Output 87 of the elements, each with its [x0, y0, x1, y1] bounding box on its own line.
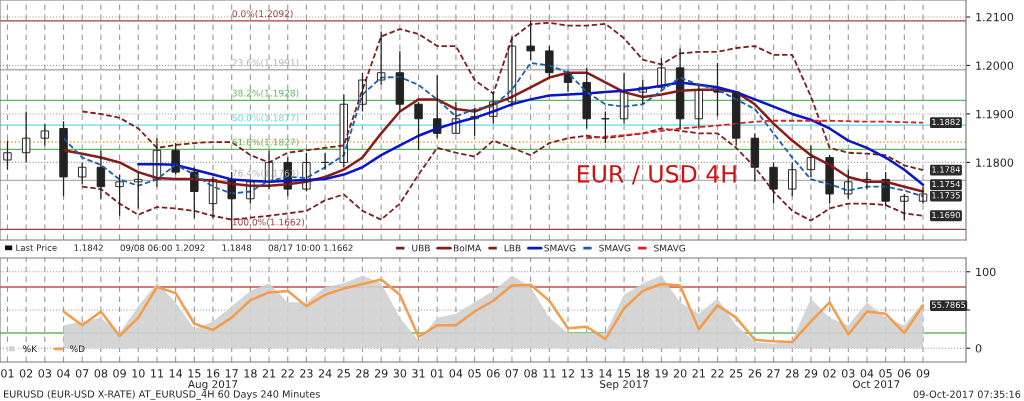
x-tick-label: 09	[916, 369, 930, 378]
text: Aug 2017	[188, 380, 238, 391]
x-tick-label: 23	[300, 369, 313, 378]
x-tick-label: 21	[692, 369, 705, 378]
text: 1.1842	[74, 244, 103, 251]
x-tick-label: 20	[673, 369, 687, 378]
x-tick-label: 22	[711, 369, 724, 378]
y-tick-label: 1.1800	[976, 158, 1014, 167]
x-tick-label: 29	[804, 369, 818, 378]
data-label: 1.1754	[932, 180, 961, 188]
x-tick-label: 06	[898, 369, 911, 378]
x-tick-label: 30	[393, 369, 407, 378]
x-tick-label: 14	[599, 369, 612, 378]
x-tick-label: 03	[38, 369, 52, 378]
x-tick-label: 18	[636, 369, 650, 378]
x-tick-label: 16	[207, 369, 220, 378]
text: 09/08 06:00 1.2092	[120, 244, 205, 252]
x-tick-label: 01	[430, 369, 444, 378]
x-tick-label: 09	[113, 369, 126, 378]
x-tick-label: 06	[486, 369, 500, 378]
legend-label: SMAVG	[599, 244, 631, 252]
legend-label: %K	[23, 345, 38, 353]
x-tick-label: 02	[19, 369, 33, 378]
x-tick-label: 26	[748, 369, 762, 378]
x-tick-label: 31	[412, 369, 425, 378]
text: Oct 2017	[852, 380, 900, 389]
x-tick-label: 08	[524, 369, 537, 378]
x-tick-label: 27	[767, 369, 780, 378]
ref-line-label: 61.8%(1.1827)	[232, 138, 299, 147]
y-tick-label: 100	[976, 267, 996, 277]
x-tick-label: 25	[729, 369, 743, 378]
x-tick-label: 08	[94, 369, 108, 378]
x-tick-label: 05	[879, 369, 892, 378]
text: 1.1848	[222, 244, 252, 251]
x-tick-label: 28	[356, 369, 369, 378]
text: 08/17 10:00 1.1662	[268, 244, 353, 252]
x-tick-label: 04	[860, 369, 874, 378]
x-tick-label: 25	[337, 369, 350, 378]
ref-line-label: 50.0%(1.1877)	[232, 114, 299, 123]
x-tick-label: 01	[1, 369, 14, 378]
y-tick-label: 1.1900	[976, 109, 1014, 119]
x-tick-label: 28	[785, 369, 799, 378]
text: 09-Oct-2017 07:35:16	[913, 390, 1021, 398]
x-tick-label: 14	[169, 369, 183, 378]
x-tick-label: 29	[374, 369, 388, 378]
x-tick-label: 04	[57, 369, 70, 378]
x-tick-label: 07	[75, 369, 89, 378]
x-tick-label: 24	[318, 369, 332, 378]
data-label: 55.7865	[932, 301, 966, 308]
legend-label: %D	[70, 345, 85, 353]
x-tick-label: 02	[823, 369, 836, 378]
x-tick-label: 10	[132, 369, 145, 378]
x-tick-label: 07	[505, 369, 519, 378]
x-tick-label: 21	[262, 369, 276, 378]
legend-label: BolMA	[453, 244, 482, 252]
x-tick-label: 13	[580, 369, 593, 378]
x-tick-label: 22	[281, 369, 294, 378]
x-tick-label: 11	[543, 369, 556, 378]
ref-line-label: 100.0%(1.1662)	[232, 218, 305, 227]
annotation: 1.1735	[932, 192, 960, 199]
annotation: EUR / USD 4H	[578, 164, 736, 185]
ref-line-label: 0.0%(1.2092)	[232, 10, 293, 19]
ref-line-label: 38.2%(1.1928)	[232, 89, 299, 98]
y-tick-label: 1.2000	[976, 61, 1014, 70]
y-tick-label: 1.2100	[976, 12, 1014, 22]
legend-label: LBB	[504, 244, 521, 252]
x-tick-label: 04	[449, 369, 463, 378]
x-tick-label: 15	[618, 369, 631, 378]
y-tick-label: 0	[975, 344, 982, 353]
legend-label: SMAVG	[544, 244, 576, 252]
data-label: 1.1784	[932, 166, 961, 173]
text: EURUSD (EUR-USD X-RATE) AT_EURUSD_4H 60 Days 240 Minutes	[4, 390, 320, 400]
x-tick-label: 15	[188, 369, 201, 378]
legend-label: UBB	[412, 244, 430, 252]
x-tick-label: 03	[841, 369, 855, 378]
legend-label: SMAVG	[654, 244, 686, 252]
text: Sep 2017	[600, 380, 648, 391]
x-tick-label: 17	[225, 369, 238, 378]
text: Last Price	[16, 244, 57, 251]
x-tick-label: 18	[244, 369, 257, 378]
data-label: 1.1690	[932, 211, 960, 219]
x-tick-label: 19	[655, 369, 668, 378]
x-tick-label: 12	[562, 369, 574, 378]
x-tick-label: 05	[468, 369, 481, 378]
ref-line-label: 23.6%(1.1991)	[232, 59, 299, 68]
x-tick-label: 11	[151, 369, 163, 378]
data-label: 1.1882	[932, 118, 960, 126]
